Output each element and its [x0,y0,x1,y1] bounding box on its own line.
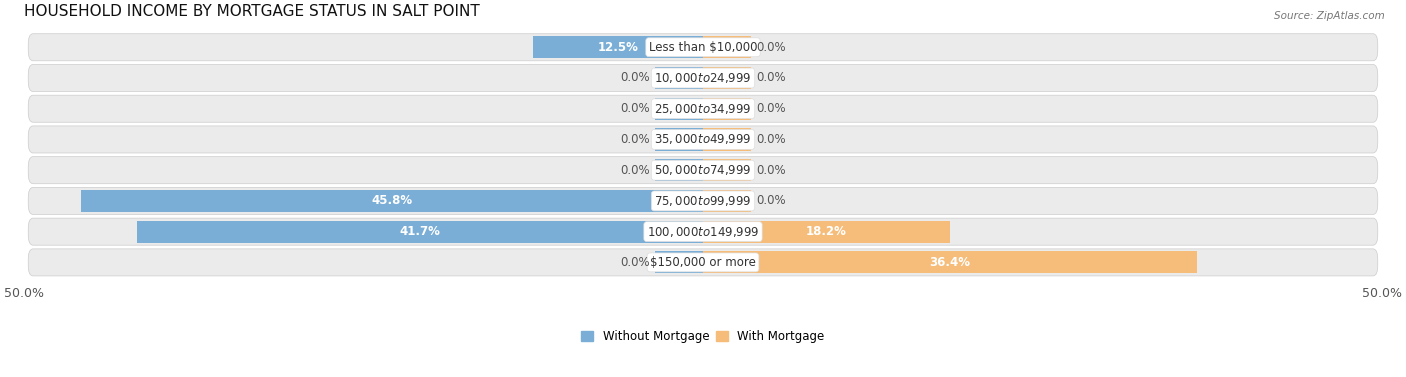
Text: $10,000 to $24,999: $10,000 to $24,999 [654,71,752,85]
FancyBboxPatch shape [28,187,1378,215]
Legend: Without Mortgage, With Mortgage: Without Mortgage, With Mortgage [576,325,830,348]
Text: 0.0%: 0.0% [756,41,786,54]
Text: 45.8%: 45.8% [371,195,412,207]
Text: Less than $10,000: Less than $10,000 [648,41,758,54]
Bar [703,221,950,243]
Bar [703,190,751,212]
Text: Source: ZipAtlas.com: Source: ZipAtlas.com [1274,11,1385,21]
Text: 0.0%: 0.0% [756,102,786,115]
Bar [655,159,703,181]
FancyBboxPatch shape [28,95,1378,122]
Text: HOUSEHOLD INCOME BY MORTGAGE STATUS IN SALT POINT: HOUSEHOLD INCOME BY MORTGAGE STATUS IN S… [24,4,479,19]
Text: 18.2%: 18.2% [806,225,846,238]
Text: 0.0%: 0.0% [756,72,786,84]
Bar [703,98,751,120]
Bar [82,190,703,212]
Text: $150,000 or more: $150,000 or more [650,256,756,269]
Bar [703,67,751,89]
Text: 0.0%: 0.0% [756,164,786,177]
Text: $25,000 to $34,999: $25,000 to $34,999 [654,102,752,116]
Text: 41.7%: 41.7% [399,225,440,238]
Text: 0.0%: 0.0% [620,164,650,177]
Text: $100,000 to $149,999: $100,000 to $149,999 [647,225,759,239]
Bar [655,98,703,120]
Text: 0.0%: 0.0% [620,102,650,115]
Text: $35,000 to $49,999: $35,000 to $49,999 [654,132,752,146]
Text: 36.4%: 36.4% [929,256,970,269]
Text: 0.0%: 0.0% [620,72,650,84]
Text: 12.5%: 12.5% [598,41,638,54]
FancyBboxPatch shape [28,218,1378,245]
Text: 0.0%: 0.0% [756,133,786,146]
Text: 0.0%: 0.0% [620,133,650,146]
Bar [655,129,703,150]
Text: 0.0%: 0.0% [620,256,650,269]
Bar [703,129,751,150]
FancyBboxPatch shape [28,126,1378,153]
Text: $75,000 to $99,999: $75,000 to $99,999 [654,194,752,208]
Bar [136,221,703,243]
Text: $50,000 to $74,999: $50,000 to $74,999 [654,163,752,177]
Bar [703,159,751,181]
FancyBboxPatch shape [28,157,1378,184]
FancyBboxPatch shape [28,64,1378,92]
Bar [655,251,703,273]
Bar [703,251,1197,273]
Text: 0.0%: 0.0% [756,195,786,207]
FancyBboxPatch shape [28,34,1378,61]
Bar [703,36,751,58]
FancyBboxPatch shape [28,249,1378,276]
Bar [655,67,703,89]
Bar [533,36,703,58]
